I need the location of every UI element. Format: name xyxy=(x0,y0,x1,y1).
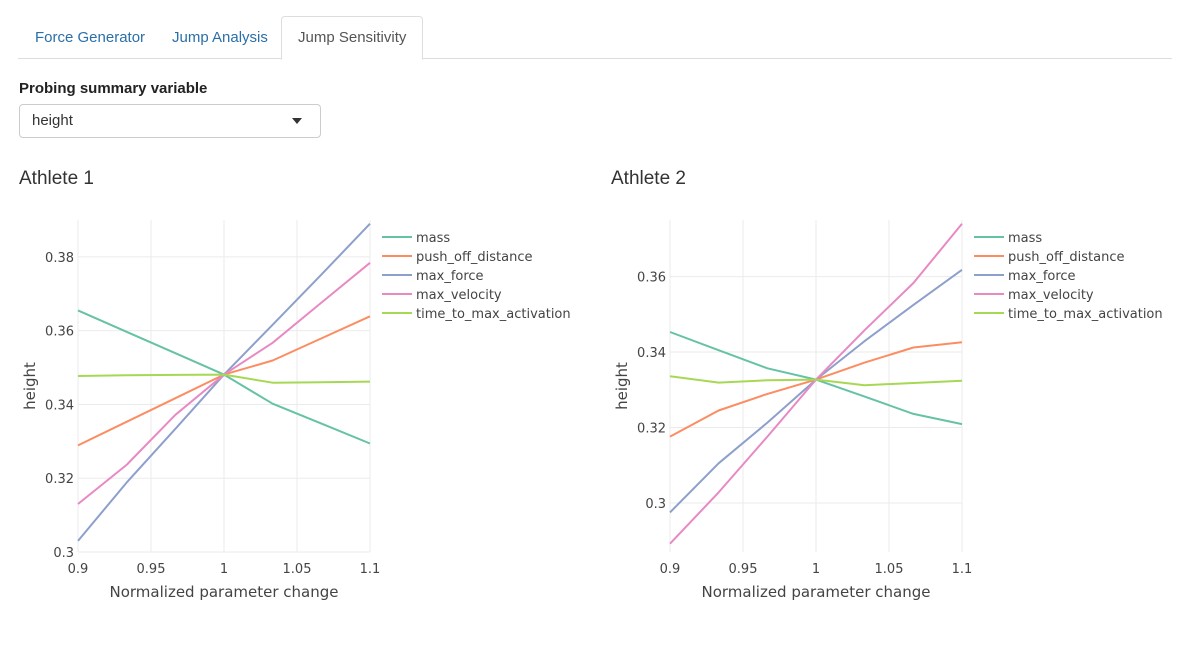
y-tick-label: 0.34 xyxy=(45,398,74,413)
y-tick-label: 0.34 xyxy=(637,346,666,361)
legend-label: push_off_distance xyxy=(1008,250,1125,265)
y-tick-label: 0.3 xyxy=(645,497,666,512)
tab-bar: Force Generator Jump Analysis Jump Sensi… xyxy=(18,16,1172,60)
legend-label: max_force xyxy=(1008,269,1076,284)
tab-force-generator[interactable]: Force Generator xyxy=(35,29,146,46)
x-axis-title: Normalized parameter change xyxy=(110,583,339,601)
x-tick-label: 0.95 xyxy=(729,562,758,577)
y-axis-title: height xyxy=(613,362,631,410)
x-tick-label: 1 xyxy=(812,562,820,577)
y-axis-title: height xyxy=(21,362,39,410)
series-line-time_to_max_activation xyxy=(669,375,963,387)
x-axis-title: Normalized parameter change xyxy=(702,583,931,601)
x-tick-label: 1 xyxy=(220,562,228,577)
tab-jump-analysis[interactable]: Jump Analysis xyxy=(172,29,268,46)
probing-variable-value: height xyxy=(32,112,73,129)
x-tick-label: 0.95 xyxy=(137,562,166,577)
chart-title-athlete-1: Athlete 1 xyxy=(19,168,94,189)
legend-label: max_velocity xyxy=(416,288,502,303)
y-tick-label: 0.36 xyxy=(637,271,666,286)
probing-variable-label: Probing summary variable xyxy=(19,80,208,97)
caret-down-icon xyxy=(292,118,302,124)
legend-label: push_off_distance xyxy=(416,250,533,265)
athlete-2-plot: 0.9 0.95 1 1.05 1.1 0.3 0.32 0.34 0.36 Normalized… xyxy=(613,220,1163,601)
athlete-1-plot: 0.9 0.95 1 1.05 1.1 0.3 0.32 0.34 0.36 0.38 Normal… xyxy=(21,220,571,601)
y-tick-label: 0.32 xyxy=(637,422,666,437)
series-line-time_to_max_activation xyxy=(77,373,371,384)
legend-label: mass xyxy=(1008,231,1042,246)
legend-label: time_to_max_activation xyxy=(416,307,571,322)
chart-title-athlete-2: Athlete 2 xyxy=(611,168,686,189)
tab-jump-sensitivity[interactable]: Jump Sensitivity xyxy=(281,16,424,60)
x-tick-label: 0.9 xyxy=(68,562,89,577)
y-tick-label: 0.3 xyxy=(53,546,74,561)
x-tick-label: 1.05 xyxy=(283,562,312,577)
y-tick-label: 0.32 xyxy=(45,472,74,487)
legend-label: mass xyxy=(416,231,450,246)
x-tick-label: 1.1 xyxy=(360,562,381,577)
y-tick-label: 0.36 xyxy=(45,325,74,340)
x-tick-label: 1.05 xyxy=(875,562,904,577)
legend-label: max_velocity xyxy=(1008,288,1094,303)
legend-label: max_force xyxy=(416,269,484,284)
x-tick-label: 0.9 xyxy=(660,562,681,577)
legend-label: time_to_max_activation xyxy=(1008,307,1163,322)
probing-variable-select[interactable]: height xyxy=(19,104,321,138)
x-tick-label: 1.1 xyxy=(952,562,973,577)
y-tick-label: 0.38 xyxy=(45,251,74,266)
